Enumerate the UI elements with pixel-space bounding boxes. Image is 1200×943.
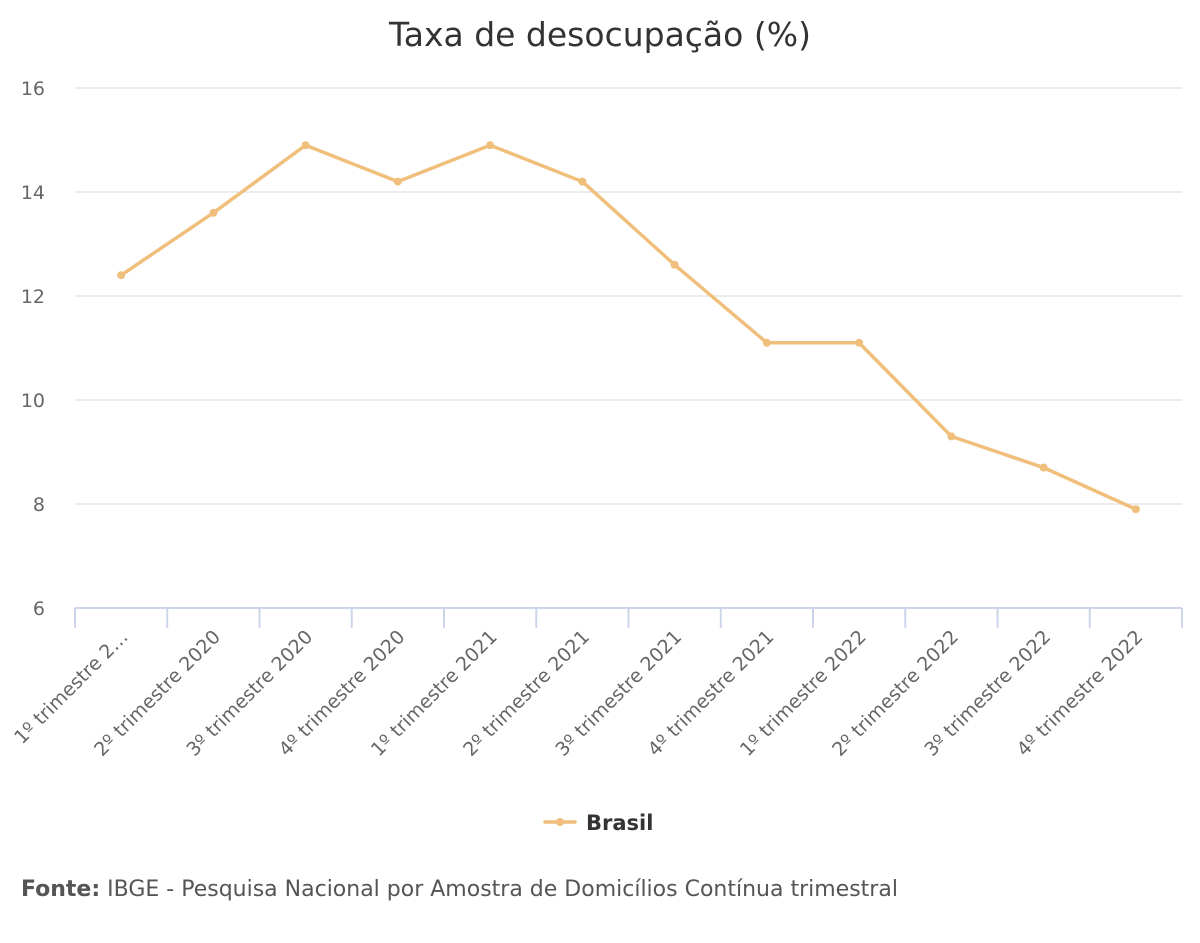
data-point[interactable] <box>670 260 679 269</box>
chart-title: Taxa de desocupação (%) <box>388 15 811 54</box>
y-axis: 6 8 10 12 14 16 <box>21 78 45 620</box>
y-tick-label: 12 <box>21 286 45 308</box>
y-grid <box>75 87 1182 505</box>
source-label: Fonte: <box>21 877 101 902</box>
y-tick-label: 8 <box>33 494 45 516</box>
data-point[interactable] <box>578 177 587 186</box>
legend[interactable]: Brasil <box>543 811 653 835</box>
legend-symbol-marker <box>556 818 564 826</box>
legend-item-brasil[interactable]: Brasil <box>586 811 653 835</box>
data-point[interactable] <box>117 271 126 280</box>
series-layer <box>117 141 1140 514</box>
y-tick-label: 14 <box>21 182 45 204</box>
source-text: IBGE - Pesquisa Nacional por Amostra de … <box>100 877 898 902</box>
y-tick-label: 6 <box>33 598 45 620</box>
data-point[interactable] <box>393 177 402 186</box>
source-note: Fonte: IBGE - Pesquisa Nacional por Amos… <box>21 877 898 902</box>
data-point[interactable] <box>1131 505 1140 514</box>
y-tick-label: 16 <box>21 78 45 100</box>
series-line <box>119 143 1138 511</box>
data-point[interactable] <box>209 208 218 217</box>
data-point[interactable] <box>301 141 310 150</box>
data-point[interactable] <box>947 432 956 441</box>
data-point[interactable] <box>855 338 864 347</box>
data-point[interactable] <box>486 141 495 150</box>
y-tick-label: 10 <box>21 390 45 412</box>
data-point[interactable] <box>1039 463 1048 472</box>
data-point[interactable] <box>762 338 771 347</box>
